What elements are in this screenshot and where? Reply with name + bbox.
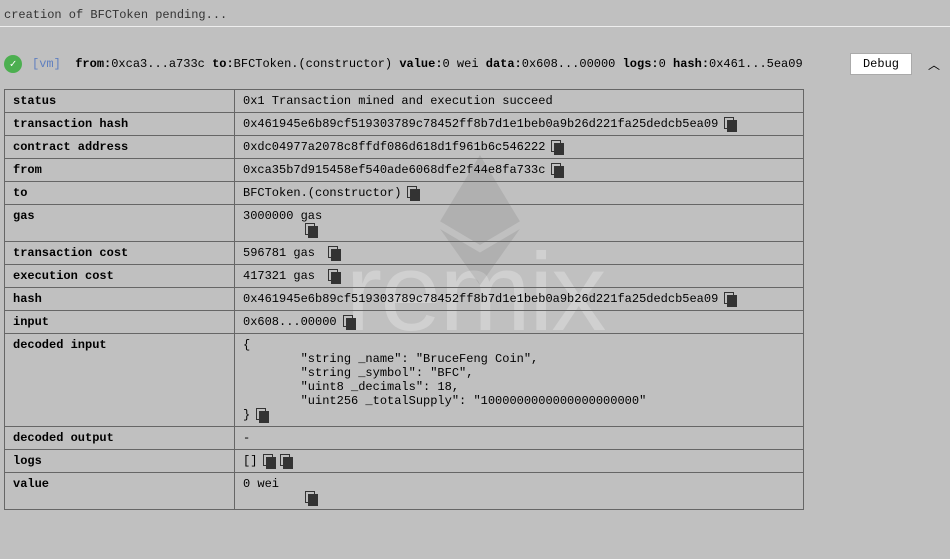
success-check-icon: ✓ [4,55,22,73]
from-value-cell: 0xca35b7d915458ef540ade6068dfe2f44e8fa73… [235,159,804,182]
to-label: to: [212,57,234,71]
hash-value: 0x461...5ea09 [709,57,803,71]
to-key: to [5,182,235,205]
logs-value-cell: [] [235,450,804,473]
decodedoutput-value-cell: - [235,427,804,450]
txhash-key: transaction hash [5,113,235,136]
gas-value-cell: 3000000 gas [235,205,804,242]
logs-text: [] [243,454,257,468]
value-key: value [5,473,235,510]
copy-icon[interactable] [328,246,339,259]
execcost-value-cell: 417321 gas [235,265,804,288]
table-row: execution cost 417321 gas [5,265,804,288]
transaction-summary-row: ✓ [vm] from:0xca3...a733c to:BFCToken.(c… [0,47,950,81]
txcost-value-cell: 596781 gas [235,242,804,265]
copy-icon[interactable] [305,223,316,236]
decodedinput-text: { "string _name": "BruceFeng Coin", "str… [243,338,646,422]
table-row: decoded input { "string _name": "BruceFe… [5,334,804,427]
logs-label: logs: [623,57,659,71]
table-row: status 0x1 Transaction mined and executi… [5,90,804,113]
vm-tag: [vm] [32,57,61,71]
copy-icon[interactable] [256,408,267,421]
status-value: 0x1 Transaction mined and execution succ… [235,90,804,113]
decodedinput-key: decoded input [5,334,235,427]
from-text: 0xca35b7d915458ef540ade6068dfe2f44e8fa73… [243,163,545,177]
copy-icon[interactable] [551,163,562,176]
table-row: transaction cost 596781 gas [5,242,804,265]
gas-key: gas [5,205,235,242]
table-row: to BFCToken.(constructor) [5,182,804,205]
table-row: logs [] [5,450,804,473]
logs-key: logs [5,450,235,473]
table-row: value 0 wei [5,473,804,510]
table-row: transaction hash 0x461945e6b89cf51930378… [5,113,804,136]
input-key: input [5,311,235,334]
logs-value: 0 [659,57,666,71]
copy-icon[interactable] [328,269,339,282]
table-row: decoded output - [5,427,804,450]
status-key: status [5,90,235,113]
txhash-text: 0x461945e6b89cf519303789c78452ff8b7d1e1b… [243,117,718,131]
value-value-cell: 0 wei [235,473,804,510]
decodedinput-value-cell: { "string _name": "BruceFeng Coin", "str… [235,334,804,427]
table-row: contract address 0xdc04977a2078c8ffdf086… [5,136,804,159]
to-text: BFCToken.(constructor) [243,186,401,200]
from-value: 0xca3...a733c [111,57,205,71]
table-row: gas 3000000 gas [5,205,804,242]
input-value-cell: 0x608...00000 [235,311,804,334]
from-label: from: [75,57,111,71]
to-value-cell: BFCToken.(constructor) [235,182,804,205]
gas-text: 3000000 gas [243,209,322,223]
value-label: value: [399,57,442,71]
pending-status-line: creation of BFCToken pending... [0,0,950,27]
data-label: data: [486,57,522,71]
contractaddr-text: 0xdc04977a2078c8ffdf086d618d1f961b6c5462… [243,140,545,154]
input-text: 0x608...00000 [243,315,337,329]
copy-icon[interactable] [724,292,735,305]
table-row: input 0x608...00000 [5,311,804,334]
copy-icon[interactable] [343,315,354,328]
summary-text: [vm] from:0xca3...a733c to:BFCToken.(con… [32,57,830,71]
data-value: 0x608...00000 [522,57,616,71]
from-key: from [5,159,235,182]
contractaddr-key: contract address [5,136,235,159]
debug-button[interactable]: Debug [850,53,912,75]
hash-key: hash [5,288,235,311]
txcost-key: transaction cost [5,242,235,265]
hash-value-cell: 0x461945e6b89cf519303789c78452ff8b7d1e1b… [235,288,804,311]
decodedoutput-key: decoded output [5,427,235,450]
copy-icon[interactable] [263,454,274,467]
txhash-value: 0x461945e6b89cf519303789c78452ff8b7d1e1b… [235,113,804,136]
contractaddr-value: 0xdc04977a2078c8ffdf086d618d1f961b6c5462… [235,136,804,159]
copy-icon[interactable] [280,454,291,467]
collapse-chevron-icon[interactable]: ︿ [922,56,946,73]
table-row: from 0xca35b7d915458ef540ade6068dfe2f44e… [5,159,804,182]
hash-label: hash: [673,57,709,71]
execcost-text: 417321 gas [243,269,322,283]
copy-icon[interactable] [407,186,418,199]
hash-text: 0x461945e6b89cf519303789c78452ff8b7d1e1b… [243,292,718,306]
copy-icon[interactable] [305,491,316,504]
to-value: BFCToken.(constructor) [234,57,392,71]
txcost-text: 596781 gas [243,246,322,260]
copy-icon[interactable] [724,117,735,130]
value-value: 0 wei [443,57,479,71]
execcost-key: execution cost [5,265,235,288]
value-text: 0 wei [243,477,279,491]
transaction-details-table: status 0x1 Transaction mined and executi… [4,89,804,510]
table-row: hash 0x461945e6b89cf519303789c78452ff8b7… [5,288,804,311]
copy-icon[interactable] [551,140,562,153]
